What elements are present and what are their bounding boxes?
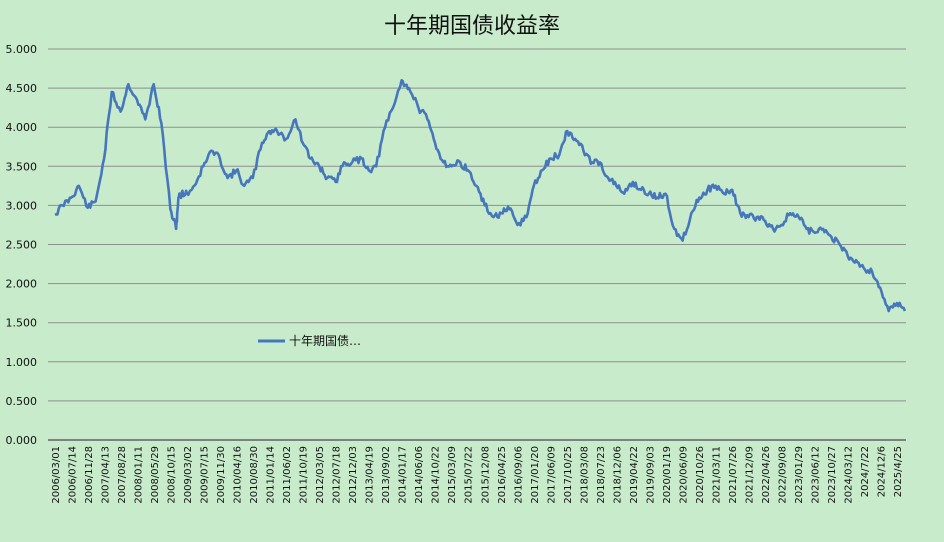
x-tick-label: 2020/10/26 — [695, 446, 706, 504]
x-tick-label: 2012/12/03 — [348, 446, 359, 504]
x-tick-label: 2012/07/18 — [332, 446, 343, 504]
x-tick-label: 2013/09/02 — [381, 446, 392, 504]
x-tick-label: 2018/03/08 — [579, 446, 590, 504]
x-tick-label: 2024/12/6 — [877, 446, 888, 497]
y-tick-label: 4.500 — [6, 82, 38, 95]
x-tick-label: 2009/03/02 — [183, 446, 194, 504]
x-tick-label: 2016/04/25 — [497, 446, 508, 504]
x-tick-label: 2006/11/28 — [84, 446, 95, 504]
series-line — [54, 79, 907, 313]
x-tick-label: 2015/03/09 — [447, 446, 458, 504]
x-tick-label: 2014/06/06 — [414, 446, 425, 504]
y-tick-label: 2.000 — [6, 278, 38, 291]
x-tick-label: 2020/01/19 — [662, 446, 673, 504]
x-tick-label: 2010/08/30 — [249, 446, 260, 504]
x-tick-label: 2015/12/08 — [480, 446, 491, 504]
x-tick-label: 2006/07/14 — [68, 446, 79, 504]
x-tick-label: 2013/04/19 — [365, 446, 376, 504]
y-tick-label: 5.000 — [6, 43, 38, 56]
x-tick-label: 2023/06/12 — [811, 446, 822, 504]
x-tick-label: 2022/04/26 — [761, 446, 772, 504]
x-tick-label: 2014/01/17 — [398, 446, 409, 504]
x-tick-label: 2014/10/22 — [431, 446, 442, 504]
x-tick-label: 2006/03/01 — [51, 446, 62, 504]
y-tick-label: 3.000 — [6, 199, 38, 212]
x-tick-label: 2023/10/27 — [827, 446, 838, 504]
x-tick-label: 2025/4/25 — [893, 446, 904, 497]
x-tick-label: 2023/01/29 — [794, 446, 805, 504]
x-tick-label: 2012/03/05 — [315, 446, 326, 504]
chart-title: 十年期国债收益率 — [384, 14, 560, 39]
x-tick-label: 2021/07/26 — [728, 446, 739, 504]
x-tick-label: 2015/07/22 — [464, 446, 475, 504]
x-tick-label: 2010/04/16 — [233, 446, 244, 504]
x-tick-label: 2009/07/15 — [200, 446, 211, 504]
y-tick-label: 3.500 — [6, 160, 38, 173]
x-tick-label: 2007/04/13 — [101, 446, 112, 504]
x-axis-labels: 2006/03/01 2006/07/14 2006/11/28 2007/04/13… — [51, 446, 904, 504]
x-tick-label: 2018/07/23 — [596, 446, 607, 504]
y-tick-label: 0.500 — [6, 395, 38, 408]
x-tick-label: 2018/12/06 — [612, 446, 623, 504]
y-tick-label: 4.000 — [6, 121, 38, 134]
x-tick-label: 2021/12/09 — [744, 446, 755, 504]
x-tick-label: 2009/11/30 — [216, 446, 227, 504]
x-tick-label: 2021/03/11 — [711, 446, 722, 504]
legend-label: 十年期国债… — [289, 334, 361, 348]
legend: 十年期国债… — [258, 334, 361, 348]
x-tick-label: 2019/09/03 — [645, 446, 656, 504]
x-tick-label: 2024/03/12 — [844, 446, 855, 504]
x-tick-label: 2016/09/06 — [513, 446, 524, 504]
y-tick-label: 0.000 — [6, 434, 38, 447]
x-tick-label: 2022/09/08 — [777, 446, 788, 504]
y-tick-label: 1.000 — [6, 356, 38, 369]
x-tick-label: 2011/01/14 — [266, 446, 277, 504]
y-gridlines — [48, 48, 906, 402]
x-tick-label: 2008/05/29 — [150, 446, 161, 504]
y-tick-label: 2.500 — [6, 239, 38, 252]
y-tick-label: 1.500 — [6, 317, 38, 330]
x-tick-label: 2017/06/09 — [546, 446, 557, 504]
y-axis-labels: 0.000 0.500 1.000 1.500 2.000 2.500 3.000 3.500… — [6, 43, 38, 447]
x-tick-label: 2020/06/09 — [678, 446, 689, 504]
x-tick-label: 2011/06/02 — [282, 446, 293, 504]
x-tick-label: 2008/01/11 — [134, 446, 145, 504]
x-tick-label: 2008/10/15 — [167, 446, 178, 504]
x-tick-label: 2019/04/22 — [629, 446, 640, 504]
x-tick-label: 2017/10/25 — [563, 446, 574, 504]
x-tick-label: 2011/10/19 — [299, 446, 310, 504]
plot-series — [54, 79, 907, 313]
x-tick-label: 2024/7/22 — [860, 446, 871, 497]
x-tick-label: 2017/01/20 — [530, 446, 541, 504]
x-tick-label: 2007/08/28 — [117, 446, 128, 504]
